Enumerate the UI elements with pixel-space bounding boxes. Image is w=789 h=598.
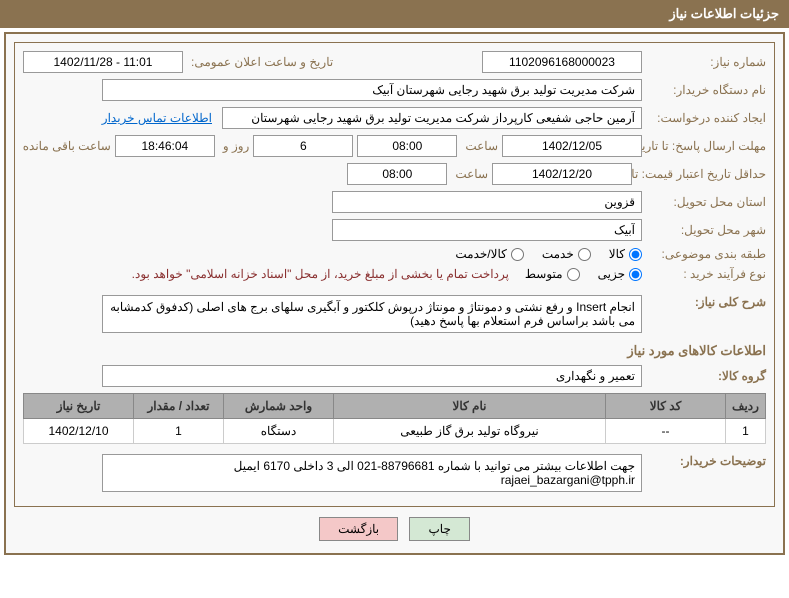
- validity-label: حداقل تاریخ اعتبار قیمت: تا تاریخ:: [636, 167, 766, 181]
- radio-partial-label: جزیی: [598, 267, 625, 281]
- remaining-suffix: ساعت باقی مانده: [19, 139, 111, 153]
- validity-date-field: [492, 163, 632, 185]
- radio-service-label: خدمت: [542, 247, 574, 261]
- row-process: نوع فرآیند خرید : جزیی متوسط پرداخت تمام…: [23, 267, 766, 281]
- th-code: کد کالا: [606, 394, 726, 419]
- print-button[interactable]: چاپ: [409, 517, 469, 541]
- row-need-number: شماره نیاز: تاریخ و ساعت اعلان عمومی:: [23, 51, 766, 73]
- deadline-date-field: [502, 135, 642, 157]
- hours-remaining-field: [115, 135, 215, 157]
- page-title: جزئیات اطلاعات نیاز: [669, 6, 779, 21]
- th-qty: تعداد / مقدار: [134, 394, 224, 419]
- desc-label: شرح کلی نیاز:: [646, 295, 766, 309]
- row-validity: حداقل تاریخ اعتبار قیمت: تا تاریخ: ساعت: [23, 163, 766, 185]
- radio-goods[interactable]: کالا: [609, 247, 642, 261]
- th-date: تاریخ نیاز: [24, 394, 134, 419]
- item-group-field: [102, 365, 642, 387]
- row-category: طبقه بندی موضوعی: کالا خدمت کالا/خدمت: [23, 247, 766, 261]
- back-button[interactable]: بازگشت: [319, 517, 398, 541]
- item-group-label: گروه کالا:: [646, 369, 766, 383]
- td-date: 1402/12/10: [24, 419, 134, 444]
- table-row: 1 -- نیروگاه تولید برق گاز طبیعی دستگاه …: [24, 419, 766, 444]
- items-section-title: اطلاعات کالاهای مورد نیاز: [23, 343, 766, 359]
- need-number-field: [482, 51, 642, 73]
- category-label: طبقه بندی موضوعی:: [646, 247, 766, 261]
- buyer-notes-label: توضیحات خریدار:: [646, 454, 766, 468]
- deadline-label: مهلت ارسال پاسخ: تا تاریخ:: [646, 139, 766, 153]
- row-description: شرح کلی نیاز:: [23, 295, 766, 333]
- radio-partial[interactable]: جزیی: [598, 267, 642, 281]
- radio-medium-label: متوسط: [525, 267, 563, 281]
- th-row: ردیف: [726, 394, 766, 419]
- validity-time-field: [347, 163, 447, 185]
- td-qty: 1: [134, 419, 224, 444]
- row-deadline: مهلت ارسال پاسخ: تا تاریخ: ساعت روز و سا…: [23, 135, 766, 157]
- items-table: ردیف کد کالا نام کالا واحد شمارش تعداد /…: [23, 393, 766, 444]
- th-unit: واحد شمارش: [224, 394, 334, 419]
- payment-note: پرداخت تمام یا بخشی از مبلغ خرید، از محل…: [132, 267, 509, 281]
- desc-field: [102, 295, 642, 333]
- days-remaining-field: [253, 135, 353, 157]
- process-label: نوع فرآیند خرید :: [646, 267, 766, 281]
- outer-frame: شماره نیاز: تاریخ و ساعت اعلان عمومی: نا…: [4, 32, 785, 555]
- buyer-org-field: [102, 79, 642, 101]
- radio-medium-input[interactable]: [567, 268, 580, 281]
- td-code: --: [606, 419, 726, 444]
- details-panel: شماره نیاز: تاریخ و ساعت اعلان عمومی: نا…: [14, 42, 775, 507]
- process-radio-group: جزیی متوسط: [525, 267, 642, 281]
- td-unit: دستگاه: [224, 419, 334, 444]
- row-buyer-org: نام دستگاه خریدار:: [23, 79, 766, 101]
- radio-service[interactable]: خدمت: [542, 247, 591, 261]
- row-province: استان محل تحویل:: [23, 191, 766, 213]
- city-label: شهر محل تحویل:: [646, 223, 766, 237]
- announce-field: [23, 51, 183, 73]
- button-row: چاپ بازگشت: [14, 517, 775, 541]
- row-requester: ایجاد کننده درخواست: اطلاعات تماس خریدار: [23, 107, 766, 129]
- province-label: استان محل تحویل:: [646, 195, 766, 209]
- row-item-group: گروه کالا:: [23, 365, 766, 387]
- city-field: [332, 219, 642, 241]
- radio-both[interactable]: کالا/خدمت: [455, 247, 523, 261]
- row-city: شهر محل تحویل:: [23, 219, 766, 241]
- td-name: نیروگاه تولید برق گاز طبیعی: [334, 419, 606, 444]
- buyer-notes-field: [102, 454, 642, 492]
- announce-label: تاریخ و ساعت اعلان عمومی:: [187, 55, 333, 69]
- province-field: [332, 191, 642, 213]
- buyer-org-label: نام دستگاه خریدار:: [646, 83, 766, 97]
- category-radio-group: کالا خدمت کالا/خدمت: [455, 247, 642, 261]
- deadline-time-field: [357, 135, 457, 157]
- radio-both-label: کالا/خدمت: [455, 247, 506, 261]
- radio-goods-label: کالا: [609, 247, 625, 261]
- td-row: 1: [726, 419, 766, 444]
- days-and-label: روز و: [219, 139, 250, 153]
- radio-partial-input[interactable]: [629, 268, 642, 281]
- radio-goods-input[interactable]: [629, 248, 642, 261]
- requester-field: [222, 107, 642, 129]
- radio-both-input[interactable]: [511, 248, 524, 261]
- page-header: جزئیات اطلاعات نیاز: [0, 0, 789, 28]
- need-number-label: شماره نیاز:: [646, 55, 766, 69]
- th-name: نام کالا: [334, 394, 606, 419]
- time-label-2: ساعت: [451, 167, 488, 181]
- contact-buyer-link[interactable]: اطلاعات تماس خریدار: [102, 111, 212, 125]
- table-header-row: ردیف کد کالا نام کالا واحد شمارش تعداد /…: [24, 394, 766, 419]
- radio-service-input[interactable]: [578, 248, 591, 261]
- radio-medium[interactable]: متوسط: [525, 267, 580, 281]
- row-buyer-notes: توضیحات خریدار:: [23, 454, 766, 492]
- time-label-1: ساعت: [461, 139, 498, 153]
- requester-label: ایجاد کننده درخواست:: [646, 111, 766, 125]
